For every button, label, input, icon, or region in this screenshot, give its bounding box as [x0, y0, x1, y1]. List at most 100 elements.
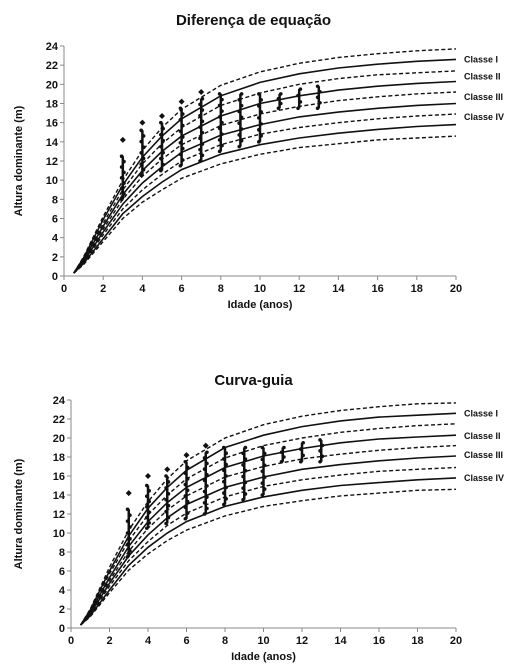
y-tick-label: 6: [59, 566, 65, 578]
x-tick-label: 12: [296, 635, 308, 647]
observation-point: [145, 494, 149, 498]
y-tick-label: 24: [53, 395, 66, 407]
x-axis-label: Idade (anos): [228, 299, 293, 311]
class-label: Classe II: [464, 431, 501, 441]
x-tick-label: 10: [257, 635, 269, 647]
observation-point: [257, 140, 261, 144]
observation-point: [125, 519, 130, 523]
chart-title: Diferença de equação: [175, 12, 332, 29]
observation-point: [202, 500, 207, 505]
observation-group: [241, 445, 248, 502]
observation-group: [257, 92, 264, 144]
observation-outlier: [119, 136, 126, 143]
class-label: Classe III: [464, 92, 503, 102]
observation-point: [315, 106, 320, 111]
observation-outlier: [183, 452, 190, 459]
observation-point: [139, 128, 143, 133]
observation-point: [222, 502, 226, 507]
x-tick-label: 2: [106, 635, 112, 647]
y-tick-label: 0: [59, 623, 65, 635]
observation-point: [166, 503, 171, 508]
observation-point: [262, 451, 267, 456]
observation-point: [198, 147, 202, 152]
x-tick-label: 20: [450, 283, 462, 295]
observation-point: [260, 445, 265, 450]
observation-point: [257, 128, 261, 132]
dashed-limit-curve: [73, 113, 457, 274]
observation-point: [259, 134, 264, 138]
observation-outlier: [178, 98, 185, 105]
dashed-limit-curve: [80, 488, 457, 626]
observation-point: [259, 110, 264, 114]
y-tick-label: 4: [59, 585, 66, 597]
observation-point: [260, 457, 265, 462]
x-tick-label: 16: [373, 635, 385, 647]
observation-point: [200, 108, 205, 112]
chart-panel-curva-guia: Curva-guia 0 2 4 6 8 10 12 14 16 18 20 22 24 0 2 4 6 8 10 1…: [0, 360, 507, 670]
dashed-limit-curve: [73, 48, 457, 274]
observation-point: [260, 493, 265, 497]
observation-point: [279, 101, 283, 106]
x-tick-label: 10: [254, 283, 266, 295]
observation-point: [243, 445, 248, 450]
observation-point: [239, 92, 244, 96]
observation-point: [183, 482, 188, 487]
observation-point: [198, 136, 202, 141]
y-tick-label: 12: [53, 509, 65, 521]
observation-outlier: [202, 442, 209, 449]
observation-point: [257, 116, 261, 120]
observation-point: [217, 126, 222, 131]
observation-group: [260, 445, 267, 497]
observation-point: [260, 481, 265, 485]
observation-point: [164, 497, 168, 502]
observation-point: [147, 489, 151, 493]
y-tick-label: 20: [53, 433, 65, 445]
observation-point: [262, 487, 267, 491]
class-label: Classe III: [464, 450, 503, 460]
class-label: Classe IV: [464, 112, 504, 122]
y-tick-label: 2: [52, 252, 58, 264]
observation-outlier: [139, 119, 146, 126]
observation-point: [282, 455, 286, 459]
x-tick-label: 4: [145, 635, 152, 647]
observation-point: [224, 462, 228, 467]
observation-point: [282, 445, 286, 450]
observation-point: [166, 480, 171, 484]
observation-point: [296, 106, 300, 111]
class-label: Classe IV: [464, 473, 504, 483]
observation-point: [217, 138, 222, 142]
observation-point: [237, 133, 241, 137]
class-label: Classe I: [464, 408, 498, 418]
observation-point: [224, 451, 228, 455]
observation-point: [181, 146, 185, 151]
y-tick-label: 4: [52, 233, 59, 245]
observation-point: [301, 440, 306, 445]
x-tick-label: 6: [183, 635, 189, 647]
observation-group: [299, 440, 306, 464]
observation-point: [237, 144, 241, 149]
observation-point: [202, 489, 207, 494]
observation-group: [276, 92, 283, 111]
x-tick-label: 8: [222, 635, 228, 647]
observation-point: [139, 162, 143, 166]
dashed-limit-curve: [73, 70, 457, 274]
observation-group: [315, 84, 322, 111]
observation-point: [119, 165, 124, 169]
observation-group: [198, 89, 205, 163]
observation-point: [276, 106, 281, 111]
class-label: Classe I: [464, 54, 498, 64]
site-class-curve: [80, 477, 457, 626]
observation-point: [181, 112, 185, 116]
observation-point: [200, 96, 205, 101]
y-tick-label: 14: [53, 490, 66, 502]
observation-point: [205, 461, 209, 466]
observation-point: [279, 92, 283, 96]
observation-point: [239, 103, 244, 108]
observation-point: [200, 153, 205, 158]
y-tick-label: 22: [53, 414, 65, 426]
observation-point: [145, 483, 149, 488]
observation-point: [198, 102, 202, 107]
dashed-limit-curve: [80, 444, 457, 626]
observation-point: [299, 459, 303, 464]
